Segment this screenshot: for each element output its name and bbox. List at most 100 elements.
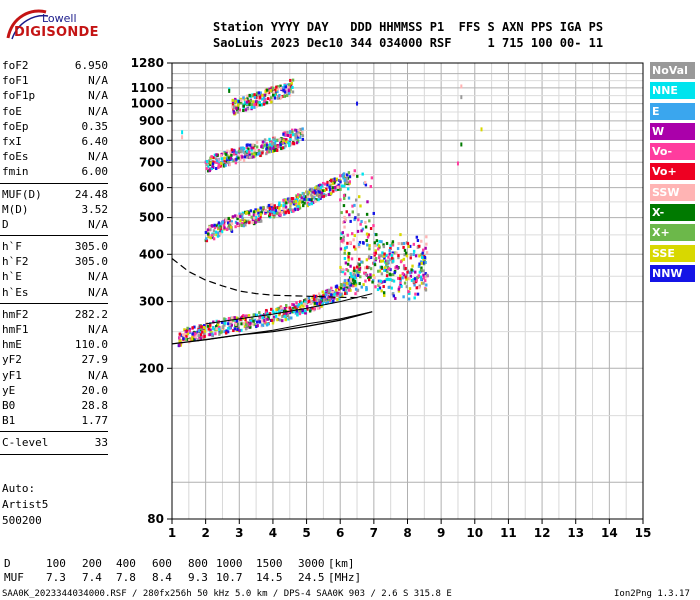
echo-point bbox=[263, 93, 266, 97]
echo-point bbox=[244, 223, 247, 227]
echo-point bbox=[424, 275, 428, 279]
echo-point bbox=[377, 244, 381, 248]
echo-point bbox=[375, 233, 378, 237]
param-row: h`E N/A bbox=[0, 269, 112, 284]
echo-point bbox=[278, 138, 281, 142]
echo-point bbox=[313, 301, 317, 305]
echo-point bbox=[372, 224, 375, 228]
row-label: D bbox=[4, 557, 11, 570]
echo-point bbox=[356, 229, 360, 233]
echo-point bbox=[276, 138, 279, 142]
echo-point bbox=[253, 150, 256, 154]
echo-point bbox=[422, 248, 425, 252]
echo-point bbox=[343, 251, 346, 255]
echo-point bbox=[348, 180, 352, 184]
echo-point bbox=[329, 184, 332, 188]
echo-point bbox=[296, 313, 299, 317]
echo-point bbox=[215, 224, 218, 228]
echo-point bbox=[218, 163, 222, 167]
echo-point bbox=[263, 138, 267, 142]
echo-point bbox=[252, 152, 256, 156]
echo-point bbox=[217, 221, 221, 225]
param-name: yF2 bbox=[2, 353, 22, 367]
echo-point bbox=[350, 274, 354, 278]
echo-point bbox=[362, 283, 365, 287]
echo-point bbox=[343, 248, 347, 252]
param-value: N/A bbox=[88, 270, 108, 284]
echo-point bbox=[286, 133, 290, 137]
echo-point bbox=[279, 210, 282, 214]
echo-point bbox=[271, 321, 275, 325]
echo-point bbox=[353, 276, 356, 280]
echo-point bbox=[373, 252, 376, 256]
echo-point bbox=[321, 184, 324, 188]
echo-point bbox=[398, 285, 401, 289]
header-values: SaoLuis 2023 Dec10 344 034000 RSF 1 715 … bbox=[213, 36, 604, 50]
echo-point bbox=[208, 169, 211, 173]
echo-point bbox=[329, 192, 333, 196]
echo-point bbox=[349, 278, 352, 282]
echo-point bbox=[357, 243, 361, 247]
echo-point bbox=[349, 283, 352, 287]
echo-point bbox=[359, 204, 362, 208]
legend-item: SSW bbox=[650, 183, 695, 201]
echo-point bbox=[425, 273, 429, 277]
echo-point bbox=[230, 323, 233, 327]
echo-point bbox=[315, 297, 318, 301]
echo-point bbox=[297, 204, 300, 208]
echo-point bbox=[409, 274, 413, 278]
echo-point bbox=[307, 296, 311, 300]
echo-point bbox=[349, 240, 352, 244]
echo-point bbox=[307, 195, 310, 199]
param-value: 110.0 bbox=[74, 338, 108, 352]
echo-point bbox=[342, 240, 345, 244]
echo-point bbox=[326, 300, 330, 304]
echo-point bbox=[234, 220, 238, 224]
echo-point bbox=[340, 292, 344, 296]
echo-point bbox=[390, 256, 394, 260]
echo-point bbox=[262, 205, 265, 209]
echo-point bbox=[411, 264, 414, 268]
echo-point bbox=[179, 339, 182, 343]
echo-point bbox=[339, 265, 342, 269]
echo-point bbox=[347, 258, 350, 262]
echo-point bbox=[279, 86, 283, 90]
echo-point bbox=[356, 288, 360, 292]
param-value: 0.35 bbox=[81, 119, 109, 133]
echo-point bbox=[232, 329, 235, 333]
echo-point bbox=[356, 265, 359, 269]
echo-point bbox=[227, 326, 230, 330]
echo-point bbox=[231, 102, 235, 106]
echo-point bbox=[308, 198, 311, 202]
echo-point bbox=[217, 231, 220, 235]
echo-point bbox=[281, 315, 284, 319]
echo-point bbox=[391, 292, 395, 296]
echo-point bbox=[420, 268, 423, 272]
echo-point bbox=[425, 251, 429, 255]
legend-item: NNE bbox=[650, 82, 695, 100]
echo-point bbox=[304, 298, 307, 302]
echo-point bbox=[282, 309, 286, 313]
echo-point bbox=[385, 241, 389, 245]
echo-point bbox=[258, 320, 261, 324]
echo-point bbox=[232, 105, 236, 109]
echo-point bbox=[215, 167, 218, 171]
echo-point bbox=[295, 137, 299, 141]
echo-point bbox=[217, 224, 221, 228]
echo-point bbox=[408, 271, 412, 275]
echo-point bbox=[382, 254, 385, 258]
echo-point bbox=[236, 222, 239, 226]
echo-point bbox=[273, 96, 277, 100]
echo-point bbox=[386, 270, 389, 274]
echo-point bbox=[241, 221, 244, 225]
echo-point bbox=[293, 208, 297, 212]
echo-point bbox=[241, 148, 244, 152]
echo-point bbox=[382, 285, 385, 289]
echo-point bbox=[313, 196, 316, 200]
echo-point bbox=[242, 158, 246, 162]
echo-point bbox=[228, 163, 231, 167]
echo-point bbox=[353, 266, 356, 270]
echo-point bbox=[255, 140, 259, 144]
echo-point bbox=[240, 328, 243, 332]
